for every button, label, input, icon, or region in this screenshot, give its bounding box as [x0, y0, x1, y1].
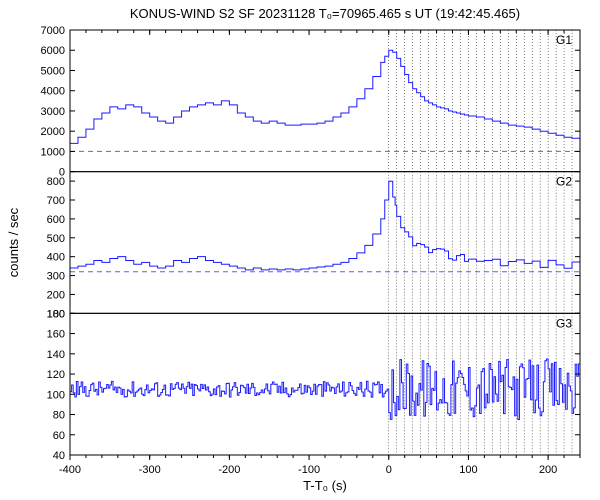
- x-tick-label: -100: [298, 464, 320, 476]
- y-tick-label: 7000: [41, 25, 65, 37]
- y-tick-label: 120: [47, 369, 65, 381]
- panel-label: G2: [556, 175, 572, 189]
- y-tick-label: 200: [47, 289, 65, 301]
- y-tick-label: 5000: [41, 65, 65, 77]
- data-series: [70, 50, 580, 143]
- y-tick-label: 140: [47, 349, 65, 361]
- panel-G1: 01000200030004000500060007000G1: [41, 25, 580, 179]
- x-tick-label: 100: [459, 464, 477, 476]
- y-tick-label: 2000: [41, 126, 65, 138]
- y-tick-label: 60: [53, 430, 65, 442]
- panel-G3: 40 60 80 100 120 140 160 180 G3: [47, 308, 580, 462]
- panel-border: [70, 30, 580, 172]
- y-tick-label: 180: [47, 308, 65, 320]
- y-tick-label: 1000: [41, 146, 65, 158]
- y-tick-label: 40: [53, 450, 65, 462]
- data-series: [70, 359, 580, 419]
- y-tick-label: 300: [47, 271, 65, 283]
- y-tick-label: 700: [47, 195, 65, 207]
- panel-label: G3: [556, 316, 572, 330]
- y-axis-label: counts / sec: [6, 207, 21, 277]
- y-tick-label: 6000: [41, 45, 65, 57]
- panel-label: G1: [556, 33, 572, 47]
- y-tick-label: 800: [47, 176, 65, 188]
- y-tick-label: 3000: [41, 106, 65, 118]
- y-tick-label: 4000: [41, 86, 65, 98]
- panel-G2: 100200300400500600700800G2: [47, 172, 580, 321]
- light-curve-plot: KONUS-WIND S2 SF 20231128 T₀=70965.465 s…: [0, 0, 600, 500]
- y-tick-label: 160: [47, 329, 65, 341]
- panel-border: [70, 172, 580, 314]
- x-tick-label: -300: [139, 464, 161, 476]
- data-series: [70, 181, 580, 270]
- y-tick-label: 400: [47, 252, 65, 264]
- y-tick-label: 100: [47, 389, 65, 401]
- y-tick-label: 600: [47, 214, 65, 226]
- x-tick-label: -200: [218, 464, 240, 476]
- chart-container: KONUS-WIND S2 SF 20231128 T₀=70965.465 s…: [0, 0, 600, 500]
- y-tick-label: 80: [53, 410, 65, 422]
- x-axis-label: T-T₀ (s): [303, 478, 347, 493]
- chart-title: KONUS-WIND S2 SF 20231128 T₀=70965.465 s…: [130, 6, 520, 21]
- x-tick-label: 200: [539, 464, 557, 476]
- y-tick-label: 500: [47, 233, 65, 245]
- x-tick-label: -400: [59, 464, 81, 476]
- x-tick-label: 0: [386, 464, 392, 476]
